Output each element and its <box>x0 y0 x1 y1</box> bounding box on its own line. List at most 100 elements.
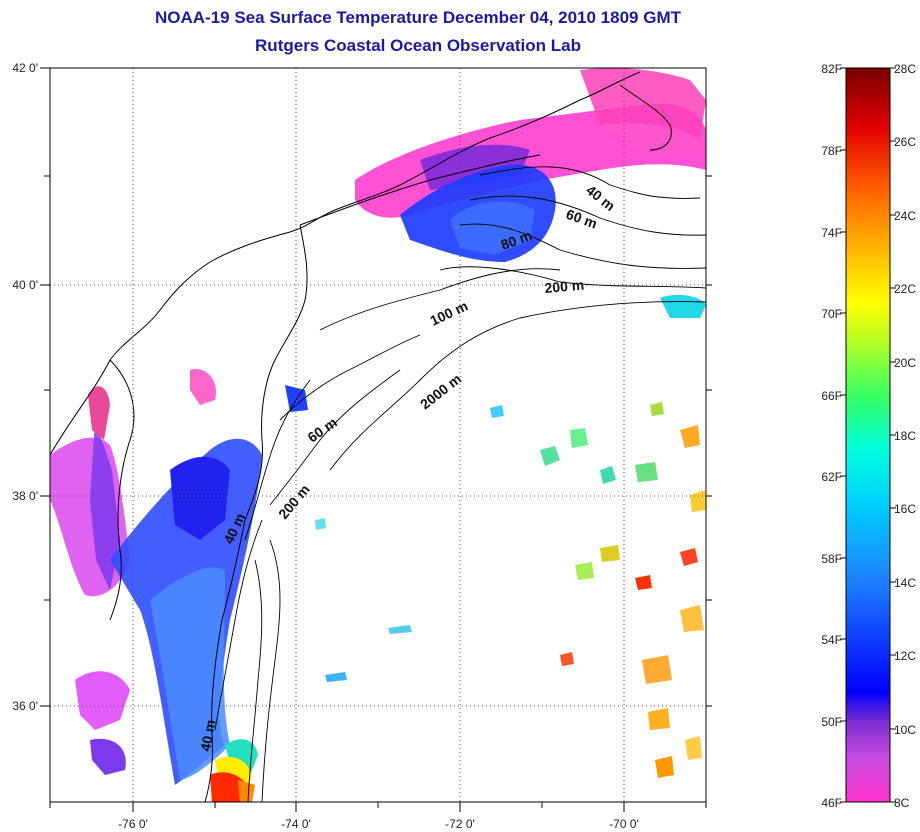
sst-speck-5 <box>650 402 664 416</box>
sst-speck-12 <box>642 655 672 684</box>
colorbar-f-label: 74F <box>821 226 842 240</box>
isobath-60m-north <box>469 195 706 236</box>
lon-tick-label: -76 0' <box>118 817 148 831</box>
colorbar-ticks <box>840 67 896 803</box>
sst-speck-19 <box>490 405 504 418</box>
lon-tick-label: -70 0' <box>609 817 639 831</box>
isobath-200m-north <box>439 266 706 289</box>
colorbar-f-label: 54F <box>821 633 842 647</box>
sst-patch-slope-cyan <box>660 294 706 318</box>
isobath-200m-mid <box>269 369 401 506</box>
lon-tick-label: -72 0' <box>445 817 475 831</box>
isobath-40m-south <box>214 519 263 731</box>
colorbar-c-label: 8C <box>894 796 910 810</box>
sst-speck-7 <box>690 490 706 512</box>
coastline <box>50 71 641 456</box>
colorbar-f-label: 78F <box>821 144 842 158</box>
map-title: NOAA-19 Sea Surface Temperature December… <box>155 8 681 27</box>
coastline-long-island <box>299 154 541 226</box>
isobath-80m <box>459 223 706 269</box>
sst-speck-21 <box>315 518 326 530</box>
colorbar-f-label: 70F <box>821 307 842 321</box>
colorbar-f-label: 62F <box>821 470 842 484</box>
sst-speck-20 <box>325 672 347 682</box>
coastline-cape-cod <box>619 84 672 151</box>
isobath-slope <box>247 559 263 802</box>
sst-patch-ny-bight-lightblue <box>450 201 535 255</box>
colorbar-c-label: 22C <box>894 282 916 296</box>
sst-patch-gom-magenta <box>600 123 700 155</box>
colorbar-f-label: 50F <box>821 715 842 729</box>
lat-tick-label: 36 0' <box>12 699 38 713</box>
colorbar-c-label: 16C <box>894 502 916 516</box>
coastline-nj <box>244 224 308 521</box>
colorbar-c-label: 28C <box>894 62 916 76</box>
lat-tick-label: 38 0' <box>12 489 38 503</box>
sst-patch-shelf-lightblue <box>150 567 230 780</box>
contour-label: 40 m <box>197 718 218 752</box>
colorbar-f-labels: 82F 78F 74F 70F 66F 62F 58F 54F 50F 46F <box>821 62 842 810</box>
colorbar-f-label: 82F <box>821 62 842 76</box>
sst-speck-17 <box>560 652 574 666</box>
contour-label: 200 m <box>544 277 585 296</box>
colorbar-c-label: 20C <box>894 356 916 370</box>
sst-speck-16 <box>655 756 674 778</box>
sst-patch-li-purple <box>420 144 530 190</box>
sst-speck-2 <box>570 428 588 448</box>
sst-patch-pamlico <box>90 738 126 775</box>
colorbar-c-label: 26C <box>894 135 916 149</box>
isobath-40m-mid <box>244 379 311 541</box>
bathymetry-contours <box>214 166 706 802</box>
coastline-layer <box>50 71 672 802</box>
sst-speck-8 <box>600 545 620 562</box>
sst-speck-11 <box>635 575 652 590</box>
axis-ticks <box>40 67 712 812</box>
colorbar-c-labels: 28C 26C 24C 22C 20C 18C 16C 14C 12C 10C … <box>894 62 916 810</box>
sst-speck-10 <box>680 548 698 566</box>
sst-speck-15 <box>685 736 702 760</box>
sst-speck-14 <box>680 605 704 632</box>
sst-patch-gulfstream-orange <box>238 780 255 802</box>
isobath-40m-north <box>479 166 701 199</box>
contour-label: 60 m <box>305 414 340 445</box>
lon-tick-labels: -76 0' -74 0' -72 0' -70 0' <box>118 817 639 831</box>
lat-tick-labels: 42 0' 40 0' 38 0' 36 0' <box>12 61 38 713</box>
colorbar-f-label: 58F <box>821 552 842 566</box>
contour-label: 40 m <box>583 182 618 214</box>
colorbar-c-label: 14C <box>894 576 916 590</box>
coastline-inner-bay <box>109 359 135 621</box>
sst-speck-1 <box>540 446 560 466</box>
sst-patch-nc-magenta <box>75 671 130 730</box>
contour-label: 200 m <box>275 481 313 522</box>
map-subtitle: Rutgers Coastal Ocean Observation Lab <box>255 36 581 55</box>
sst-speck-18 <box>388 625 412 634</box>
isobath-slope-2 <box>261 539 281 802</box>
sst-patch-bay-magenta <box>88 386 110 440</box>
sst-data-layer <box>50 68 706 802</box>
sst-patch-cape-cod <box>580 68 706 140</box>
colorbar-c-label: 12C <box>894 649 916 663</box>
isobath-100m <box>319 268 561 331</box>
sst-patch-nj-magenta <box>190 369 216 405</box>
colorbar-c-label: 10C <box>894 723 916 737</box>
sst-patch-bay-purple <box>90 420 120 590</box>
contour-label: 60 m <box>564 206 599 232</box>
colorbar-f-label: 46F <box>821 796 842 810</box>
sst-speck-13 <box>648 708 670 730</box>
colorbar-c-label: 18C <box>894 429 916 443</box>
lat-tick-label: 42 0' <box>12 61 38 75</box>
contour-label: 100 m <box>428 297 471 328</box>
sst-colorbar <box>845 67 891 803</box>
sst-speck-4 <box>600 466 616 484</box>
colorbar-c-label: 24C <box>894 209 916 223</box>
colorbar-f-label: 66F <box>821 389 842 403</box>
sst-patch-delmarva <box>170 456 230 540</box>
contour-label: 2000 m <box>417 371 464 413</box>
lon-tick-label: -74 0' <box>281 817 311 831</box>
sst-speck-6 <box>680 425 700 448</box>
isobath-2000m <box>329 301 706 471</box>
lat-tick-label: 40 0' <box>12 278 38 292</box>
isobath-60m-mid <box>279 334 421 421</box>
sst-speck-9 <box>575 562 594 580</box>
